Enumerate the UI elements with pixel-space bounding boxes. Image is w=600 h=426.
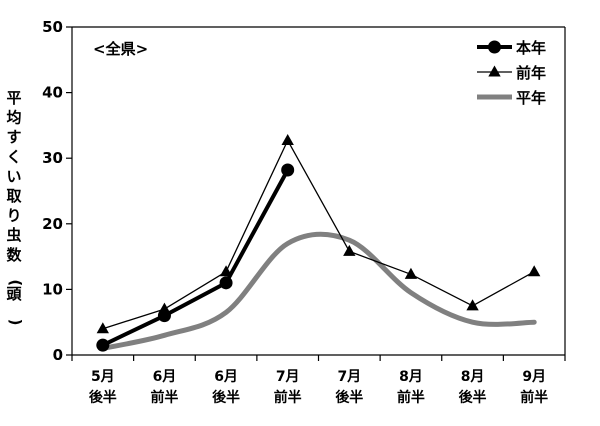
y-tick-label: 20 bbox=[42, 215, 63, 233]
series-group bbox=[96, 133, 541, 352]
series-line bbox=[102, 139, 535, 330]
legend-item: 平年 bbox=[477, 89, 546, 107]
legend-label: 前年 bbox=[516, 64, 546, 82]
data-point-triangle bbox=[528, 265, 541, 277]
data-point-triangle bbox=[404, 267, 418, 279]
x-tick-label-month: 8月 bbox=[399, 369, 423, 385]
y-axis-label-char: ) bbox=[7, 319, 25, 326]
x-tick-label: 9月前半 bbox=[520, 369, 548, 406]
legend-item: 前年 bbox=[477, 64, 546, 82]
x-tick-label-month: 8月 bbox=[461, 369, 485, 385]
y-tick-labels: 0 10 20 30 40 50 bbox=[42, 18, 63, 364]
x-tick-label: 6月前半 bbox=[150, 369, 178, 406]
x-tick-label-month: 6月 bbox=[153, 369, 177, 385]
data-point-circle bbox=[96, 338, 110, 352]
data-point-triangle bbox=[281, 133, 294, 146]
y-axis-label-char: 数 bbox=[6, 246, 22, 264]
x-tick-label-month: 6月 bbox=[214, 369, 238, 385]
y-axis-label-char: り bbox=[6, 207, 21, 225]
y-tick-label: 0 bbox=[53, 346, 63, 364]
y-axis-label-char: 平 bbox=[6, 89, 21, 107]
y-tick-label: 40 bbox=[42, 84, 63, 102]
series-honnen bbox=[96, 163, 295, 352]
x-tick-label: 6月後半 bbox=[212, 369, 240, 406]
y-axis-label-char: く bbox=[6, 148, 21, 166]
x-tick-label-half: 前半 bbox=[397, 389, 425, 406]
legend-item: 本年 bbox=[477, 39, 546, 57]
y-axis-label-char: 均 bbox=[6, 109, 21, 127]
legend-label: 平年 bbox=[516, 89, 546, 107]
series-line bbox=[100, 231, 537, 351]
y-axis-label-text: 平均すくい取り虫数 (頭) bbox=[6, 89, 24, 325]
data-point-circle bbox=[281, 163, 295, 177]
data-point-triangle bbox=[343, 244, 356, 256]
x-tick-label-half: 前半 bbox=[150, 389, 178, 406]
y-axis-label-char: い bbox=[6, 167, 21, 185]
x-tick-label-month: 5月 bbox=[91, 369, 115, 385]
y-axis-label-char: 取 bbox=[6, 187, 22, 205]
x-tick-label: 7月後半 bbox=[335, 369, 363, 406]
legend-marker-circle bbox=[488, 40, 501, 54]
data-point-triangle bbox=[466, 299, 479, 311]
x-tick-label-half: 前半 bbox=[274, 389, 302, 406]
x-tick-label-month: 7月 bbox=[337, 369, 361, 385]
axes bbox=[66, 26, 566, 361]
x-tick-label-month: 7月 bbox=[276, 369, 300, 385]
series-heinen bbox=[100, 231, 537, 351]
x-tick-label-half: 前半 bbox=[520, 389, 548, 406]
y-axis-label-char: ( bbox=[7, 279, 25, 286]
legend-marker-triangle bbox=[488, 65, 501, 77]
y-tick-label: 30 bbox=[42, 149, 63, 167]
x-tick-label: 8月後半 bbox=[459, 369, 487, 406]
y-axis-label-char: 頭 bbox=[6, 285, 22, 303]
x-tick-label: 5月後半 bbox=[89, 369, 117, 406]
x-tick-label-half: 後半 bbox=[459, 389, 487, 406]
data-point-triangle bbox=[96, 322, 109, 334]
x-tick-label-half: 後半 bbox=[89, 389, 117, 406]
y-axis-label-char: す bbox=[6, 128, 21, 146]
y-tick-label: 50 bbox=[42, 18, 63, 36]
x-tick-label-half: 後半 bbox=[335, 389, 363, 406]
y-axis-label: 平均すくい取り虫数 (頭) bbox=[6, 89, 24, 325]
x-tick-label: 7月前半 bbox=[274, 369, 302, 406]
legend-label: 本年 bbox=[516, 39, 546, 57]
x-tick-label-half: 後半 bbox=[212, 389, 240, 406]
x-tick-label: 8月前半 bbox=[397, 369, 425, 406]
y-tick-label: 10 bbox=[42, 280, 63, 298]
series-line bbox=[101, 169, 290, 347]
y-axis-label-char: 虫 bbox=[6, 226, 21, 244]
chart-annotation: <全県> bbox=[93, 40, 148, 58]
data-point-circle bbox=[157, 309, 171, 323]
x-tick-label-month: 9月 bbox=[522, 369, 546, 385]
data-point-circle bbox=[219, 276, 233, 290]
